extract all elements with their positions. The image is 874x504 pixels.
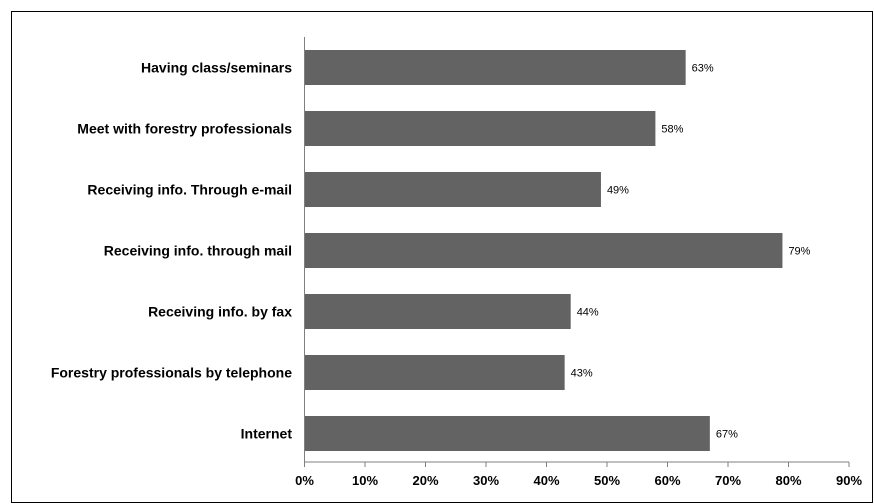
x-tick-label: 50%	[594, 473, 620, 488]
data-label: 43%	[571, 368, 593, 380]
bar-3	[304, 172, 601, 207]
data-label: 58%	[661, 124, 683, 136]
category-label: Forestry professionals by telephone	[51, 365, 292, 381]
bar-7	[304, 416, 710, 451]
x-tick-label: 30%	[473, 473, 499, 488]
x-tick-label: 40%	[533, 473, 559, 488]
data-label: 63%	[692, 63, 714, 75]
x-tick-label: 70%	[715, 473, 741, 488]
labels-layer: Having class/seminars 63% Meet with forest…	[51, 60, 811, 442]
bar-2	[304, 111, 656, 146]
axis-layer: 0% 10% 20% 30% 40% 50% 60% 70% 80% 90%	[295, 37, 862, 488]
data-label: 67%	[716, 429, 738, 441]
bar-5	[304, 294, 571, 329]
category-label: Receiving info. through mail	[104, 243, 292, 259]
x-tick-label: 10%	[352, 473, 378, 488]
category-label: Internet	[241, 426, 293, 442]
x-tick-label: 20%	[412, 473, 438, 488]
category-label: Receiving info. by fax	[148, 304, 292, 320]
data-label: 49%	[607, 185, 629, 197]
bars-layer	[304, 50, 783, 451]
bar-1	[304, 50, 686, 85]
x-tick-label: 60%	[654, 473, 680, 488]
category-label: Meet with forestry professionals	[77, 121, 292, 137]
data-label: 44%	[577, 307, 599, 319]
category-label: Receiving info. Through e-mail	[87, 182, 292, 198]
x-tick-label: 80%	[775, 473, 801, 488]
data-label: 79%	[788, 246, 810, 258]
x-tick-label: 90%	[836, 473, 862, 488]
category-label: Having class/seminars	[141, 60, 292, 76]
bar-4	[304, 233, 783, 268]
x-tick-label: 0%	[295, 473, 314, 488]
bar-6	[304, 355, 565, 390]
